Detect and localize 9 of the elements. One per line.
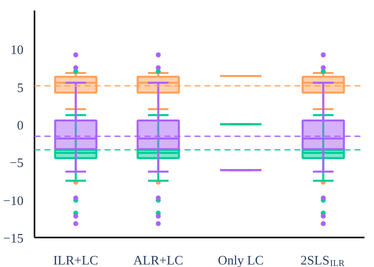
y-tick-label: 5 [17, 80, 24, 95]
x-tick-label: ALR+LC [133, 252, 184, 267]
y-tick-label: −10 [3, 192, 24, 208]
y-tick-label: 10 [10, 42, 24, 58]
x-tick-label: Only LC [218, 252, 264, 267]
x-tick-label: ILR+LC [53, 252, 98, 267]
y-tick-label: −5 [10, 155, 24, 170]
y-tick-label: −15 [3, 230, 24, 246]
y-tick-label: 0 [17, 117, 24, 132]
